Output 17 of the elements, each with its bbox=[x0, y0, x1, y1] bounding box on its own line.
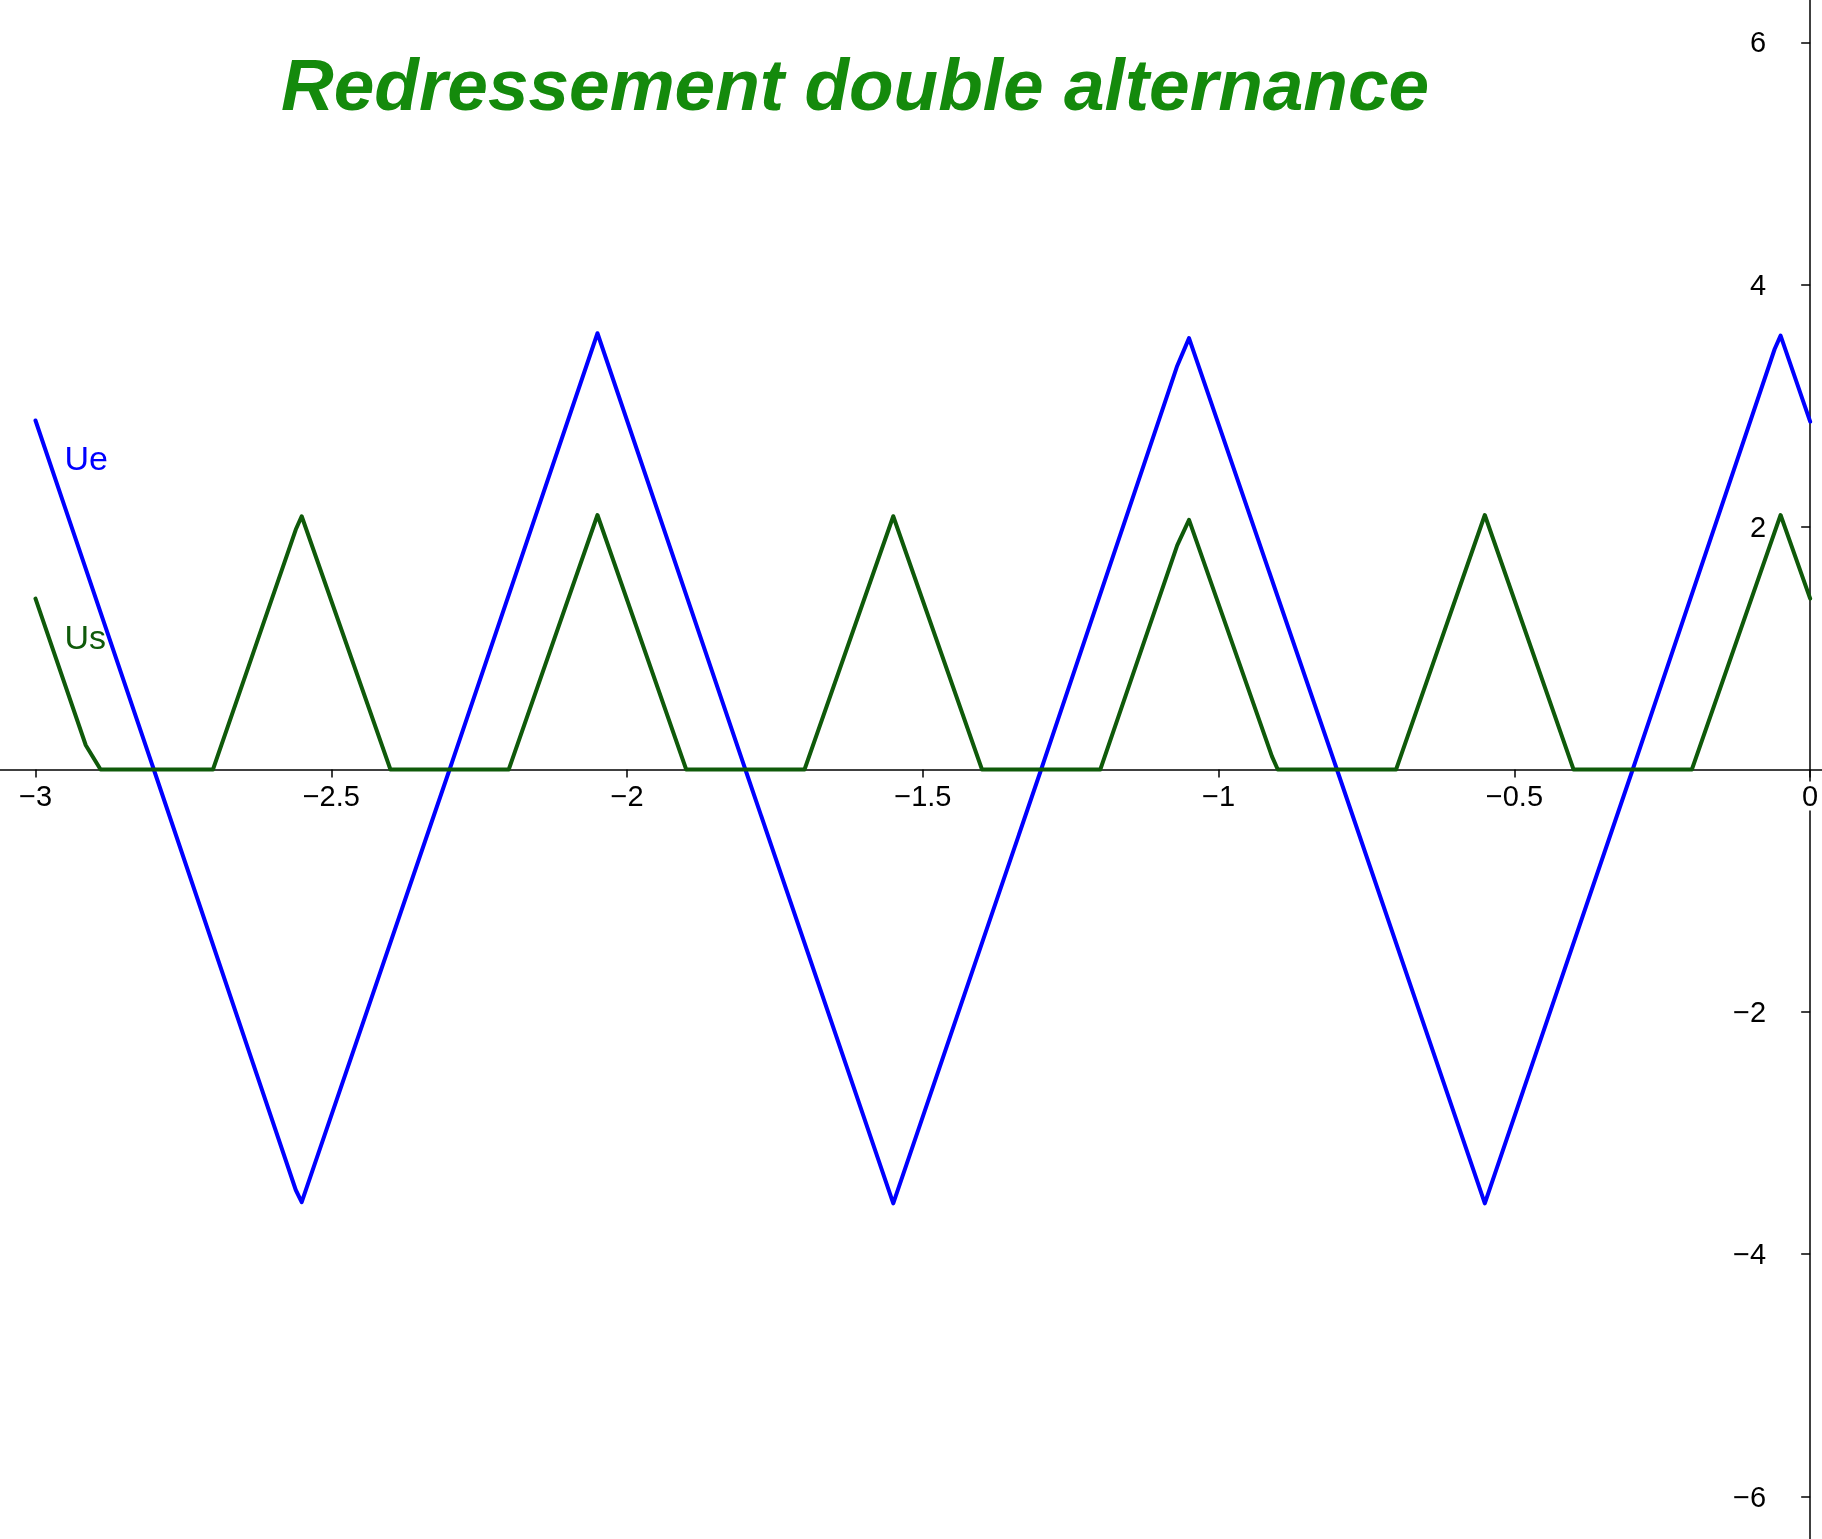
x-tick-label: 0 bbox=[1802, 780, 1819, 812]
y-tick-label: −2 bbox=[1733, 995, 1767, 1028]
x-tick-label: −2 bbox=[610, 780, 644, 812]
x-tick-label: −1 bbox=[1202, 780, 1236, 812]
y-tick-label: 6 bbox=[1750, 26, 1767, 59]
y-tick-label: 4 bbox=[1750, 268, 1767, 301]
x-tick-label: −0.5 bbox=[1485, 780, 1544, 812]
x-tick-label: −3 bbox=[18, 780, 53, 812]
y-tick-label: −6 bbox=[1733, 1480, 1767, 1513]
y-tick-label: −4 bbox=[1733, 1238, 1767, 1271]
series-label: Us bbox=[64, 617, 107, 656]
text: Redressement double alternance bbox=[281, 44, 1430, 125]
line-series bbox=[33, 513, 1813, 772]
x-tick-label: −2.5 bbox=[302, 780, 360, 812]
y-tick-label: 2 bbox=[1750, 511, 1767, 544]
x-tick-label: −1.5 bbox=[894, 780, 952, 812]
series-label: Ue bbox=[64, 439, 108, 478]
